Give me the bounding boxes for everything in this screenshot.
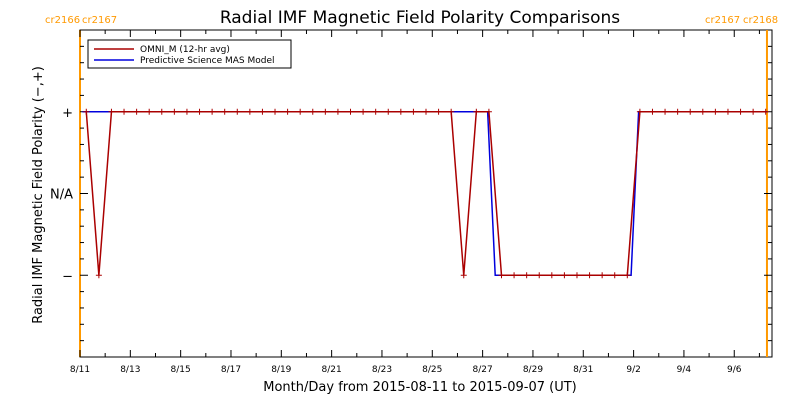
data-point-omni <box>121 108 128 115</box>
data-point-omni <box>724 108 731 115</box>
data-point-omni <box>511 272 518 279</box>
x-tick-label: 8/27 <box>473 365 493 375</box>
data-point-omni <box>95 272 102 279</box>
x-axis-label: Month/Day from 2015-08-11 to 2015-09-07 … <box>263 380 576 395</box>
data-point-omni <box>536 272 543 279</box>
x-tick-label: 8/13 <box>120 365 140 375</box>
data-point-omni <box>246 108 253 115</box>
x-tick-label: 8/21 <box>322 365 342 375</box>
data-point-omni <box>674 108 681 115</box>
x-tick-label: 8/17 <box>221 365 241 375</box>
data-point-omni <box>586 272 593 279</box>
data-point-omni <box>133 108 140 115</box>
x-axis-ticks: 8/11 8/13 8/15 8/17 8/19 8/21 8/23 8/25 8/27 8/29… <box>70 30 760 375</box>
data-point-omni <box>410 108 417 115</box>
data-point-omni <box>523 272 530 279</box>
x-tick-label: 8/29 <box>523 365 543 375</box>
legend: OMNI_M (12-hr avg) Predictive Science MA… <box>87 39 292 69</box>
chart-title: Radial IMF Magnetic Field Polarity Compa… <box>220 8 620 28</box>
y-tick-label: + <box>62 106 73 121</box>
data-point-omni <box>322 108 329 115</box>
cr-label-right-1: cr2167 <box>705 15 740 26</box>
data-point-omni <box>347 108 354 115</box>
data-point-omni <box>762 108 769 115</box>
data-point-omni <box>712 108 719 115</box>
data-point-omni <box>435 108 442 115</box>
data-point-omni <box>485 108 492 115</box>
data-point-omni <box>662 108 669 115</box>
x-tick-label: 8/19 <box>271 365 291 375</box>
data-point-omni <box>473 108 480 115</box>
data-point-omni <box>561 272 568 279</box>
carrington-boundaries <box>79 30 768 357</box>
y-axis-ticks: + N/A − <box>50 29 772 358</box>
data-point-omni <box>284 108 291 115</box>
data-point-omni <box>158 108 165 115</box>
data-point-omni <box>196 108 203 115</box>
legend-box <box>87 39 292 69</box>
data-point-omni <box>372 108 379 115</box>
data-point-omni <box>636 108 643 115</box>
x-tick-label: 8/23 <box>372 365 392 375</box>
y-tick-label: N/A <box>50 188 73 203</box>
x-tick-label: 9/6 <box>727 365 742 375</box>
series-line-mas <box>82 111 767 276</box>
data-point-omni <box>687 108 694 115</box>
data-point-omni <box>259 108 266 115</box>
data-point-omni <box>649 108 656 115</box>
legend-label-mas: Predictive Science MAS Model <box>140 56 275 66</box>
data-point-omni <box>599 272 606 279</box>
data-point-omni <box>737 108 744 115</box>
data-point-omni <box>183 108 190 115</box>
data-point-omni <box>624 272 631 279</box>
data-point-omni <box>146 108 153 115</box>
x-tick-label: 8/11 <box>70 365 90 375</box>
data-point-omni <box>297 108 304 115</box>
data-point-omni <box>423 108 429 115</box>
cr-label-left-1: cr2166 <box>45 15 80 26</box>
data-point-omni <box>272 108 279 115</box>
data-point-omni <box>397 108 404 115</box>
x-tick-label: 8/15 <box>171 365 191 375</box>
data-point-omni <box>309 108 316 115</box>
data-point-omni <box>209 108 216 115</box>
data-point-omni <box>171 108 178 115</box>
x-tick-label: 8/31 <box>573 365 593 375</box>
data-point-omni <box>699 108 706 115</box>
data-point-omni <box>460 272 467 279</box>
x-tick-label: 9/2 <box>626 365 640 375</box>
legend-label-omni: OMNI_M (12-hr avg) <box>140 45 230 55</box>
y-tick-label: − <box>62 269 73 284</box>
data-point-omni <box>108 108 115 115</box>
data-point-omni <box>498 272 505 279</box>
data-point-omni <box>234 108 241 115</box>
data-point-omni <box>385 108 392 115</box>
plot-frame <box>79 29 773 358</box>
cr-label-left-2: cr2167 <box>82 15 117 26</box>
data-point-omni <box>611 272 618 279</box>
data-point-omni <box>334 108 341 115</box>
series-line-omni <box>85 111 766 276</box>
data-point-omni <box>360 108 367 115</box>
data-point-omni <box>548 272 555 279</box>
cr-label-right-2: cr2168 <box>743 15 778 26</box>
y-axis-label: Radial IMF Magnetic Field Polarity (−,+) <box>31 66 46 324</box>
data-point-omni <box>750 108 757 115</box>
x-tick-label: 9/4 <box>677 365 692 375</box>
data-point-omni <box>221 108 228 115</box>
data-point-omni <box>573 272 580 279</box>
data-point-omni <box>83 108 90 115</box>
x-tick-label: 8/25 <box>422 365 442 375</box>
data-point-omni <box>448 108 455 115</box>
series-layer <box>82 108 769 279</box>
